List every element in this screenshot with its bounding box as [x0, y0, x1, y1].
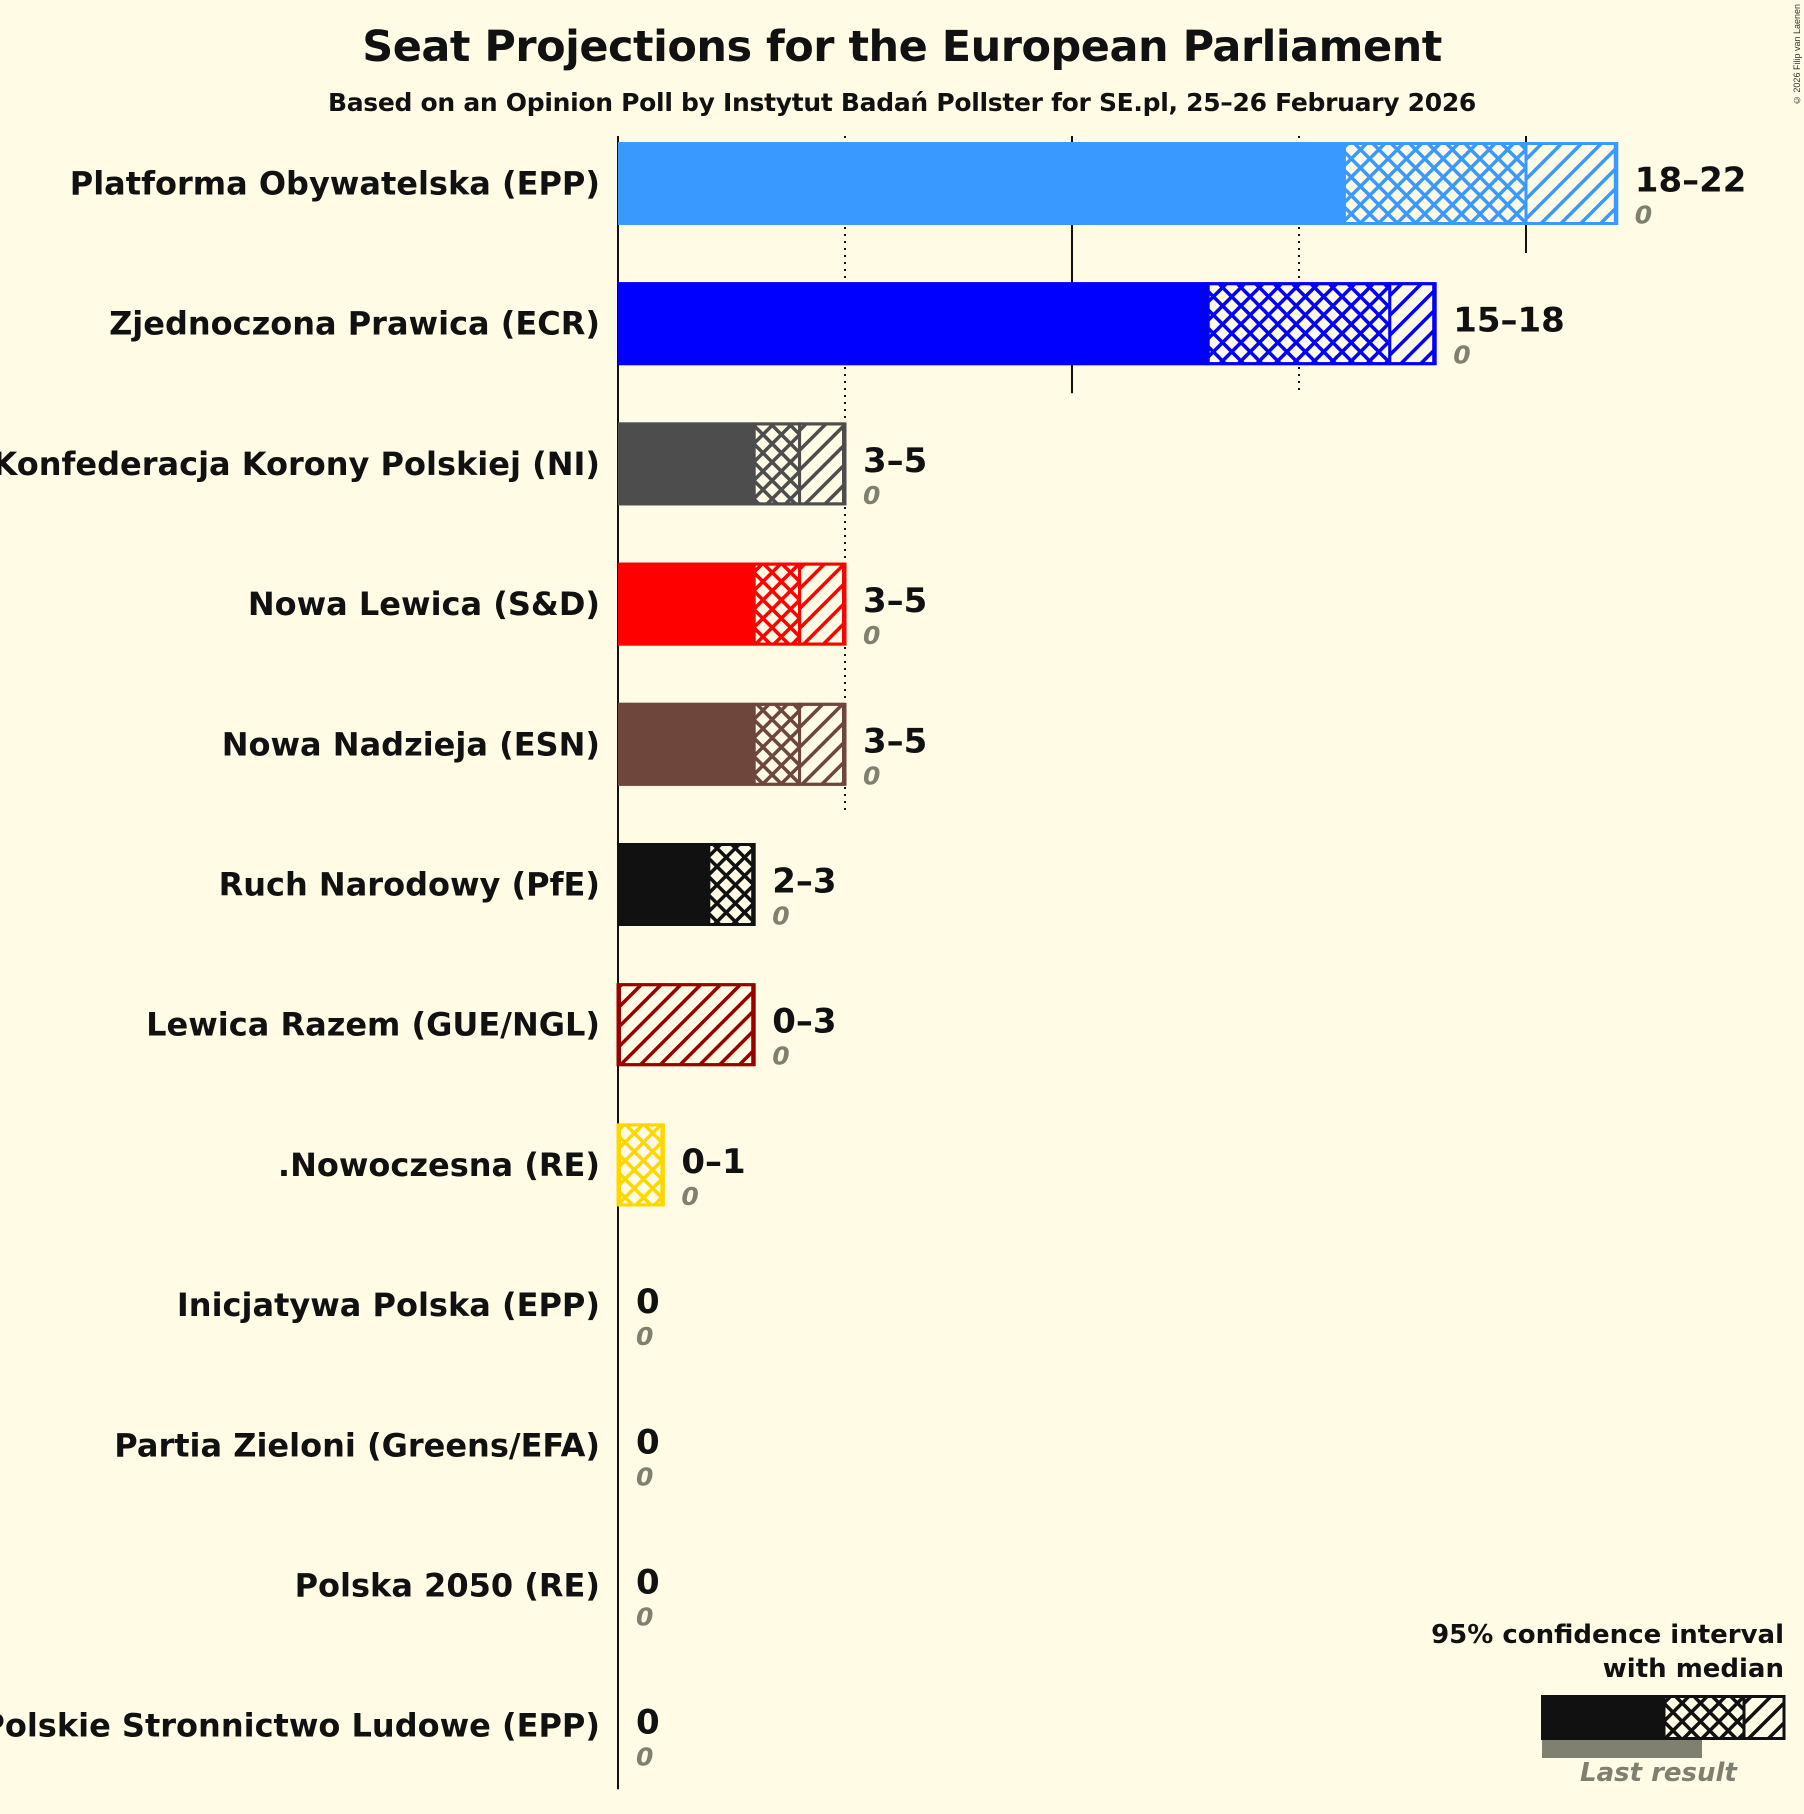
range-label: 18–22 — [1635, 161, 1747, 201]
range-label: 3–5 — [863, 581, 927, 621]
party-row: Konfederacja Korony Polskiej (NI) 3–50 — [0, 422, 927, 510]
legend-last-result-label: Last result — [1580, 1758, 1737, 1788]
last-result-value: 0 — [863, 761, 880, 790]
bar-outline — [618, 422, 845, 506]
legend-last-result-bar — [1542, 1740, 1702, 1758]
legend-swatch — [1541, 1695, 1786, 1758]
chart-title: Seat Projections for the European Parlia… — [362, 22, 1442, 72]
range-label: 3–5 — [863, 721, 927, 761]
last-result-value: 0 — [772, 1042, 789, 1071]
range-label: 2–3 — [772, 862, 836, 902]
bar-ci-lower-crosshatch — [1342, 142, 1528, 225]
party-label: Nowa Lewica (S&D) — [248, 585, 600, 623]
range-label: 15–18 — [1453, 301, 1565, 341]
bar-ci-lower-crosshatch — [752, 562, 802, 646]
bar-outline — [618, 1123, 664, 1207]
bar-solid — [618, 702, 755, 786]
bar-ci-upper-hatch — [798, 562, 847, 646]
range-label: 0–1 — [681, 1142, 745, 1182]
bar-solid — [618, 142, 1345, 225]
party-label: Partia Zieloni (Greens/EFA) — [114, 1426, 600, 1464]
party-row: Inicjatywa Polska (EPP) 00 — [177, 1282, 660, 1351]
legend-title: 95% confidence interval with median — [1431, 1618, 1784, 1686]
bar-ci-lower-crosshatch — [752, 422, 802, 506]
bar-ci-upper-hatch — [1524, 142, 1619, 225]
party-label: Polskie Stronnictwo Ludowe (EPP) — [0, 1707, 600, 1745]
bar-ci-lower-crosshatch — [707, 843, 756, 926]
last-result-value: 0 — [636, 1603, 653, 1632]
legend-solid — [1541, 1695, 1664, 1740]
party-label: Inicjatywa Polska (EPP) — [177, 1286, 600, 1324]
last-result-value: 0 — [863, 621, 880, 650]
gridlines — [844, 136, 1527, 814]
last-result-value: 0 — [863, 481, 880, 510]
chart-subtitle: Based on an Opinion Poll by Instytut Bad… — [327, 88, 1477, 117]
bar-ci-upper-hatch — [798, 702, 847, 786]
party-label: Konfederacja Korony Polskiej (NI) — [0, 445, 600, 483]
bar-ci-upper-hatch — [798, 422, 847, 506]
legend-hatch — [1742, 1695, 1786, 1740]
bar-solid — [618, 422, 755, 506]
bar-solid — [618, 562, 755, 646]
range-label: 0 — [636, 1422, 660, 1462]
bar-solid — [618, 843, 709, 926]
party-row: Nowa Nadzieja (ESN) 3–50 — [222, 702, 927, 790]
party-row: Nowa Lewica (S&D) 3–50 — [248, 562, 927, 650]
last-result-value: 0 — [1453, 341, 1470, 370]
last-result-value: 0 — [636, 1462, 653, 1491]
bar-ci-upper-hatch — [616, 983, 756, 1067]
party-row: Partia Zieloni (Greens/EFA) 00 — [114, 1422, 659, 1491]
party-label: Zjednoczona Prawica (ECR) — [109, 305, 600, 343]
party-row: Zjednoczona Prawica (ECR) 15–180 — [109, 282, 1565, 370]
bar-outline — [618, 562, 845, 646]
range-label: 0–3 — [772, 1002, 836, 1042]
last-result-value: 0 — [636, 1322, 653, 1351]
last-result-value: 0 — [681, 1182, 698, 1211]
range-label: 0 — [636, 1703, 660, 1743]
party-label: Platforma Obywatelska (EPP) — [70, 165, 600, 203]
party-label: .Nowoczesna (RE) — [278, 1146, 600, 1184]
range-label: 0 — [636, 1563, 660, 1603]
party-row: Lewica Razem (GUE/NGL) 0–30 — [146, 983, 837, 1071]
party-row: Polskie Stronnictwo Ludowe (EPP) 00 — [0, 1703, 660, 1772]
range-label: 0 — [636, 1282, 660, 1322]
party-row: Polska 2050 (RE) 00 — [295, 1563, 660, 1632]
last-result-value: 0 — [772, 902, 789, 931]
bar-ci-lower-crosshatch — [1206, 282, 1392, 366]
bar-outline — [618, 282, 1436, 366]
legend-title-line2: with median — [1602, 1654, 1784, 1684]
party-row: .Nowoczesna (RE) 0–10 — [278, 1123, 746, 1211]
bar-outline — [618, 843, 755, 926]
party-label: Lewica Razem (GUE/NGL) — [146, 1006, 600, 1044]
party-row: Platforma Obywatelska (EPP) 18–220 — [70, 142, 1747, 230]
bar-outline — [618, 702, 845, 786]
party-label: Nowa Nadzieja (ESN) — [222, 725, 600, 763]
bar-outline — [618, 983, 755, 1067]
bar-ci-lower-crosshatch — [616, 1123, 665, 1207]
legend-crosshatch — [1662, 1695, 1746, 1740]
bar-solid — [618, 282, 1209, 366]
bar-ci-lower-crosshatch — [752, 702, 802, 786]
bar-outline — [618, 142, 1617, 225]
legend-title-line1: 95% confidence interval — [1431, 1620, 1784, 1650]
party-label: Polska 2050 (RE) — [295, 1567, 600, 1605]
party-row: Ruch Narodowy (PfE) 2–30 — [219, 843, 837, 931]
last-result-value: 0 — [636, 1743, 653, 1772]
party-label: Ruch Narodowy (PfE) — [219, 866, 600, 904]
bar-ci-upper-hatch — [1388, 282, 1437, 366]
last-result-value: 0 — [1635, 201, 1652, 230]
range-label: 3–5 — [863, 441, 927, 481]
